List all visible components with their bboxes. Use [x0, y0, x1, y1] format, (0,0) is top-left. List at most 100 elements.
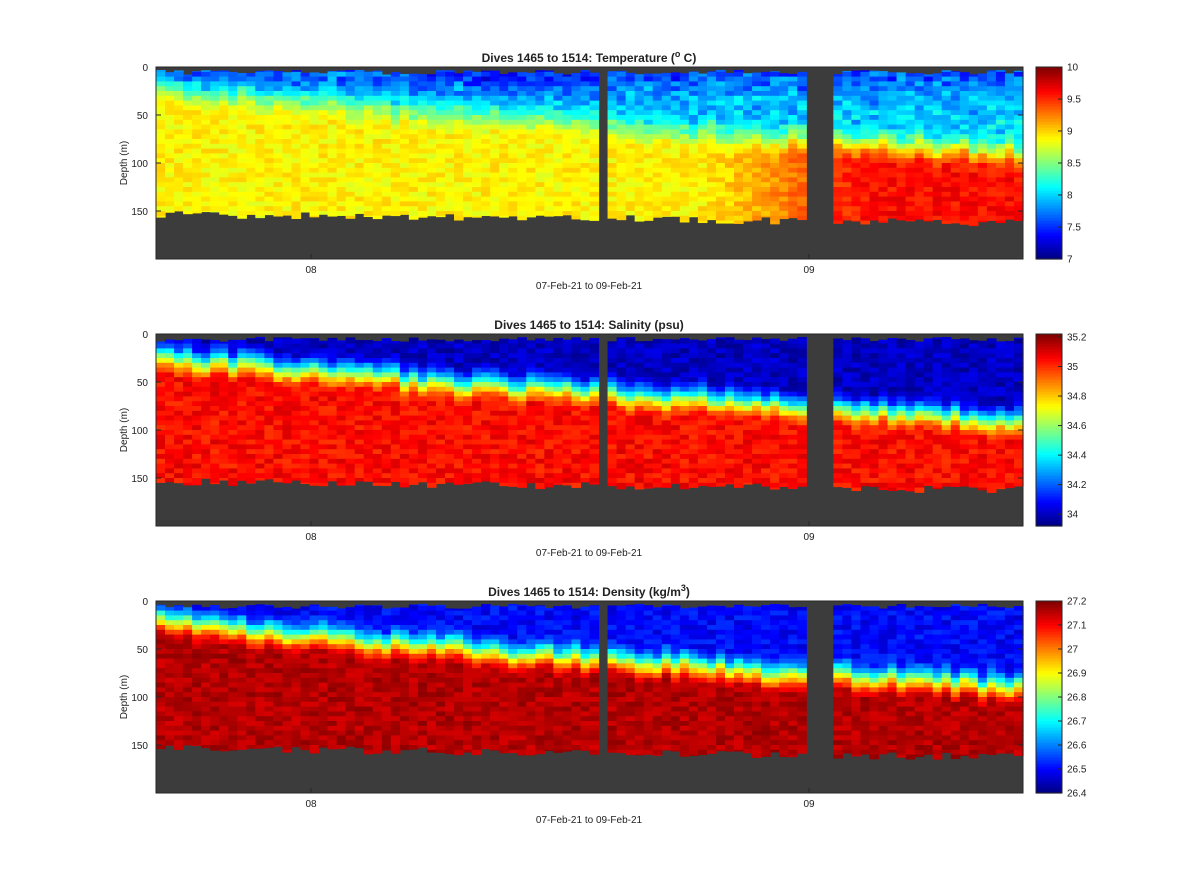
salinity-cell: [490, 372, 500, 378]
salinity-cell: [706, 410, 717, 417]
temperature-cell: [390, 139, 401, 145]
salinity-cell: [273, 338, 284, 345]
salinity-cell: [688, 391, 699, 397]
salinity-cell: [156, 478, 166, 483]
salinity-cell: [724, 430, 735, 436]
temperature-cell: [625, 143, 636, 150]
salinity-cell: [499, 439, 509, 445]
temperature-cell: [941, 172, 952, 178]
temperature-cell: [752, 167, 762, 174]
temperature-cell: [472, 110, 482, 116]
temperature-cell: [878, 167, 889, 174]
salinity-cell: [318, 458, 329, 465]
salinity-cell: [273, 454, 284, 460]
salinity-cell: [544, 343, 554, 349]
temperature-cell: [851, 71, 862, 78]
salinity-cell: [246, 377, 256, 383]
temperature-cell: [165, 119, 175, 126]
temperature-colorbar-swatch: [1036, 250, 1062, 254]
temperature-cell: [417, 158, 428, 164]
temperature-cell: [770, 139, 780, 145]
temperature-cell: [499, 206, 509, 212]
salinity-cell: [544, 367, 554, 373]
temperature-cell: [914, 119, 925, 126]
salinity-cell: [291, 377, 302, 383]
temperature-cell: [923, 220, 934, 222]
salinity-cell: [282, 425, 293, 431]
salinity-cell: [625, 449, 636, 455]
temperature-cell: [887, 158, 898, 164]
temperature-cell: [616, 177, 627, 183]
temperature-cell: [219, 148, 229, 154]
temperature-cell: [291, 71, 302, 78]
salinity-cell: [318, 340, 329, 345]
temperature-cell: [445, 115, 455, 121]
temperature-cell: [589, 191, 600, 198]
temperature-cell: [734, 69, 744, 73]
salinity-cell: [580, 478, 591, 483]
temperature-cell: [679, 134, 690, 140]
temperature-colorbar-swatch: [1036, 211, 1062, 215]
salinity-cell: [318, 406, 329, 412]
temperature-cell: [860, 206, 871, 212]
temperature-cell: [607, 215, 618, 219]
temperature-cell: [472, 182, 482, 188]
temperature-cell: [508, 182, 518, 188]
temperature-cell: [914, 139, 925, 145]
temperature-cell: [779, 81, 789, 87]
temperature-cell: [192, 81, 202, 87]
temperature-cell: [770, 110, 780, 116]
salinity-cell: [246, 396, 256, 402]
salinity-cell: [535, 386, 545, 393]
salinity-cell: [273, 415, 284, 421]
temperature-cell: [282, 105, 293, 111]
salinity-cell: [219, 367, 229, 373]
temperature-cell: [472, 187, 482, 193]
salinity-cell: [336, 468, 347, 474]
temperature-cell: [788, 201, 798, 207]
temperature-cell: [174, 163, 184, 169]
temperature-cell: [327, 95, 338, 102]
salinity-cell: [508, 367, 518, 373]
salinity-cell: [688, 439, 699, 445]
temperature-cell: [670, 172, 681, 178]
salinity-cell: [318, 444, 329, 450]
temperature-cell: [643, 86, 654, 92]
salinity-cell: [670, 358, 681, 364]
salinity-cell: [508, 362, 518, 369]
salinity-cell: [237, 463, 247, 469]
salinity-cell: [634, 458, 645, 465]
temperature-cell: [788, 105, 798, 111]
temperature-cell: [499, 182, 509, 188]
temperature-cell: [273, 100, 284, 106]
temperature-cell: [309, 115, 320, 121]
temperature-cell: [634, 81, 645, 87]
salinity-cell: [670, 415, 681, 421]
salinity-cell: [499, 377, 509, 383]
salinity-cell: [201, 444, 211, 450]
salinity-cell: [372, 458, 383, 465]
salinity-cell: [661, 478, 672, 484]
temperature-cell: [833, 76, 843, 82]
salinity-cell: [481, 377, 491, 383]
temperature-cell: [381, 81, 392, 87]
temperature-cell: [896, 105, 907, 111]
salinity-cell: [156, 458, 166, 465]
temperature-cell: [923, 86, 934, 92]
salinity-cell: [237, 348, 247, 354]
temperature-cell: [435, 70, 446, 73]
salinity-cell: [255, 338, 265, 345]
temperature-cell: [282, 91, 293, 97]
temperature-cell: [381, 182, 392, 188]
temperature-cell: [833, 220, 843, 224]
temperature-cell: [183, 163, 193, 169]
salinity-cell: [327, 348, 338, 354]
salinity-cell: [499, 482, 509, 487]
temperature-cell: [869, 196, 880, 202]
temperature-cell: [878, 206, 889, 212]
salinity-cell: [174, 358, 184, 364]
salinity-cell: [688, 454, 699, 460]
temperature-cell: [715, 158, 726, 164]
temperature-cell: [797, 201, 807, 207]
temperature-cell: [282, 148, 293, 154]
